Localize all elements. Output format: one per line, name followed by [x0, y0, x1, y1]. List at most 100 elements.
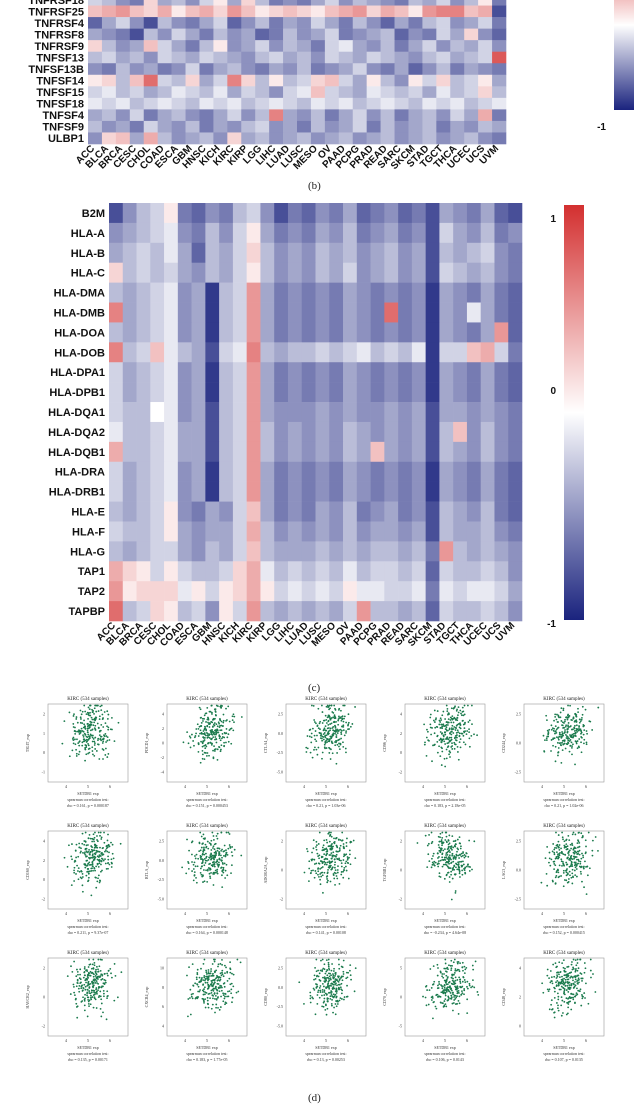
- x-tick-label: 6: [466, 1038, 468, 1043]
- scatter-point: [571, 833, 574, 836]
- scatter-point: [565, 879, 568, 882]
- scatter-point: [203, 986, 206, 989]
- heatmap-cell: [384, 441, 399, 463]
- heatmap-cell: [115, 40, 131, 52]
- scatter-point: [214, 736, 217, 738]
- heatmap-cell: [398, 501, 413, 522]
- heatmap-cell: [464, 120, 479, 133]
- heatmap-cell: [164, 501, 179, 522]
- heatmap-cell: [122, 342, 137, 363]
- scatter-point: [574, 981, 576, 983]
- heatmap-cell: [283, 132, 298, 145]
- scatter-point: [204, 993, 206, 996]
- scatter-point: [76, 730, 79, 733]
- scatter-point: [313, 734, 316, 737]
- y-tick-label: 8: [162, 985, 164, 990]
- scatter-point: [84, 840, 87, 843]
- scatter-point: [338, 729, 340, 731]
- heatmap-cell: [480, 322, 495, 343]
- scatter-point: [462, 710, 465, 713]
- scatter-point: [451, 852, 454, 855]
- scatter-point: [578, 853, 581, 856]
- scatter-point: [584, 997, 586, 999]
- scatter-point: [582, 854, 584, 857]
- scatter-point: [73, 869, 75, 872]
- heatmap-cell: [315, 561, 330, 582]
- scatter-point: [201, 997, 204, 1000]
- heatmap-cell: [466, 282, 481, 303]
- scatter-point: [232, 713, 235, 716]
- scatter-point: [216, 758, 219, 761]
- scatter-point: [574, 850, 577, 853]
- scatter-point: [453, 741, 456, 744]
- scatter-point: [217, 863, 220, 866]
- heatmap-cell: [177, 322, 192, 343]
- scatter-point: [207, 847, 210, 850]
- scatter-point: [561, 733, 564, 736]
- heatmap-cell: [185, 74, 200, 87]
- scatter-point: [104, 733, 107, 735]
- scatter-point: [563, 1000, 566, 1003]
- scatter-point: [436, 740, 439, 743]
- scatter-point: [216, 832, 219, 835]
- scatter-point: [446, 853, 449, 856]
- scatter-point: [561, 831, 563, 834]
- heatmap-cell: [439, 222, 454, 244]
- scatter-point: [451, 964, 453, 967]
- scatter-point: [323, 989, 326, 992]
- scatter-point: [90, 716, 93, 719]
- scatter-point: [221, 859, 223, 862]
- scatter-point: [202, 736, 205, 738]
- heatmap-cell: [205, 322, 220, 343]
- scatter-point: [590, 976, 592, 979]
- scatter-point: [566, 974, 569, 976]
- scatter-point: [314, 746, 316, 749]
- heatmap-cell: [129, 17, 145, 29]
- x-axis-label: SETDB1 exp: [315, 791, 336, 796]
- scatter-point: [330, 722, 333, 725]
- scatter-point: [225, 1002, 228, 1005]
- scatter-point: [581, 993, 583, 996]
- scatter-point: [81, 890, 84, 893]
- scatter-point: [325, 718, 328, 721]
- scatter-point: [330, 831, 332, 834]
- scatter-point: [85, 874, 88, 877]
- scatter-point: [204, 1006, 207, 1009]
- scatter-point: [338, 963, 340, 966]
- scatter-point: [572, 979, 574, 982]
- scatter-point: [330, 736, 333, 739]
- scatter-point: [210, 979, 213, 982]
- heatmap-cell: [274, 242, 289, 264]
- scatter-point: [201, 745, 204, 748]
- scatter-point: [447, 995, 450, 998]
- scatter-point: [470, 986, 472, 989]
- scatter-point: [103, 995, 105, 998]
- color-scale-label: -1: [547, 619, 556, 630]
- scatter-point: [461, 990, 463, 993]
- heatmap-cell: [480, 262, 495, 283]
- scatter-point: [444, 958, 447, 961]
- scatter-point: [323, 853, 326, 856]
- scatter-point: [335, 982, 337, 985]
- scatter-point: [214, 748, 217, 750]
- scatter-point: [334, 709, 337, 711]
- scatter-point: [189, 988, 192, 991]
- scatter-point: [198, 842, 201, 845]
- heatmap-cell: [425, 601, 440, 622]
- scatter-point: [568, 849, 571, 852]
- scatter-point: [576, 962, 579, 964]
- heatmap-cell: [232, 342, 247, 363]
- scatter-point: [567, 724, 569, 727]
- scatter-point: [98, 734, 101, 737]
- heatmap-cell: [109, 242, 124, 264]
- scatter-point: [566, 845, 569, 848]
- heatmap-cell: [143, 97, 158, 110]
- heatmap-cell: [177, 222, 192, 244]
- scatter-point: [317, 969, 320, 972]
- scatter-point: [573, 861, 576, 864]
- heatmap-cell: [274, 222, 289, 244]
- scatter-point: [230, 982, 233, 985]
- heatmap-cell: [492, 132, 507, 145]
- scatter-point: [196, 973, 199, 976]
- heatmap-cell: [366, 51, 381, 64]
